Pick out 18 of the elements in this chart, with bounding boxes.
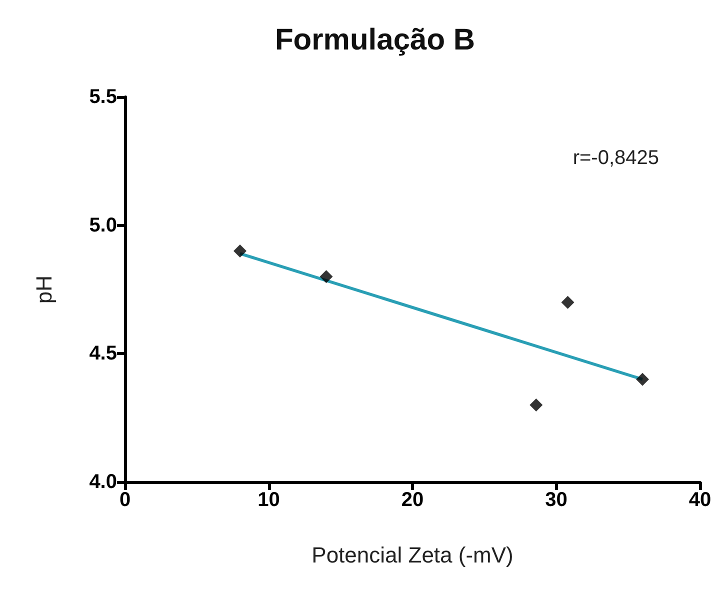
x-tick-label: 20: [401, 489, 424, 511]
x-tick-label: 0: [119, 489, 131, 511]
point: [320, 270, 333, 284]
x-tick-label: 10: [258, 489, 280, 511]
y-tick-label: 4.5: [89, 342, 117, 365]
chart-title: Formulação B: [274, 24, 476, 56]
y-tick-label: 5.0: [89, 214, 117, 236]
annotation: r=-0,8425: [572, 147, 659, 169]
point: [234, 244, 246, 258]
point: [561, 296, 574, 309]
y-tick-label: 4.0: [89, 471, 117, 493]
x-tick-label: 40: [688, 489, 712, 511]
point: [530, 398, 543, 412]
x-axis-title: Potencial Zeta (-mV): [312, 542, 514, 568]
y-tick-label: 5.5: [89, 86, 117, 108]
point: [636, 372, 649, 386]
x-tick-label: 30: [545, 489, 568, 511]
y-axis-title: pH: [32, 275, 56, 304]
